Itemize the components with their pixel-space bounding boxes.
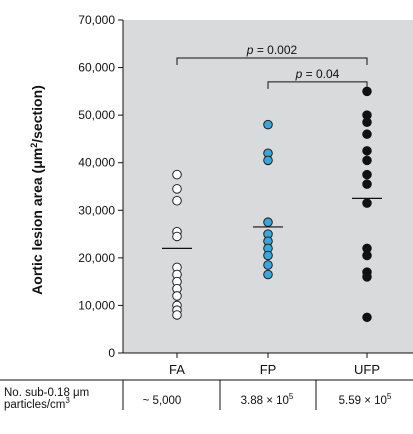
- data-point-ufp: [362, 312, 372, 323]
- data-point-ufp: [362, 117, 372, 128]
- y-ticks: 0 10,000 20,000 30,000 40,000 50,000 60,000 70,…: [78, 13, 123, 360]
- data-point-ufp: [362, 169, 372, 180]
- data-point-fp: [263, 260, 273, 270]
- y-tick-label: 60,000: [78, 61, 115, 75]
- y-tick-label: 70,000: [78, 13, 115, 27]
- table-cell-fp: 3.88 × 105: [241, 392, 294, 407]
- mean-lines: [162, 197, 382, 249]
- data-point-fp: [263, 250, 273, 261]
- data-point-fa: [172, 184, 182, 194]
- data-point-fa: [172, 231, 182, 242]
- y-tick-label: 30,000: [78, 203, 115, 217]
- data-point-ufp: [362, 272, 372, 282]
- data-point-ufp: [362, 250, 372, 261]
- data-point-fa: [172, 169, 182, 180]
- data-point-ufp: [362, 146, 372, 156]
- y-axis-label: Aortic lesion area (μm2/section): [29, 85, 45, 295]
- data-point-fa: [172, 196, 182, 206]
- data-point-ufp: [362, 179, 372, 189]
- y-tick-label: 0: [108, 346, 115, 360]
- data-point-ufp: [362, 198, 372, 208]
- significance-bracket: [267, 81, 368, 89]
- p-value-label: p = 0.002: [246, 43, 298, 57]
- data-point-fa: [172, 310, 182, 320]
- data-point-ufp: [362, 129, 372, 139]
- x-category-label: FP: [260, 362, 277, 377]
- table-cell-fa: ~ 5,000: [143, 395, 182, 407]
- table-header-line2: particles/cm3: [4, 396, 70, 411]
- data-points: [172, 86, 372, 323]
- y-tick-label: 50,000: [78, 108, 115, 122]
- y-tick-label: 20,000: [78, 251, 115, 265]
- annotations: p = 0.002 p = 0.04: [176, 43, 368, 89]
- table-cell-ufp: 5.59 × 105: [339, 392, 392, 407]
- data-point-fp: [263, 119, 273, 130]
- data-point-fa: [172, 291, 182, 301]
- x-category-label: UFP: [354, 362, 380, 377]
- particle-table: No. sub-0.18 μm particles/cm3 ~ 5,000 3.…: [0, 379, 413, 411]
- x-categories: FA FP UFP: [169, 353, 380, 377]
- table-header-line1: No. sub-0.18 μm: [4, 387, 89, 399]
- y-tick-label: 40,000: [78, 156, 115, 170]
- y-tick-label: 10,000: [78, 298, 115, 312]
- data-point-fp: [263, 155, 273, 166]
- significance-bracket: [176, 57, 368, 66]
- data-point-fp: [263, 217, 273, 227]
- data-point-ufp: [362, 155, 372, 166]
- data-point-ufp: [362, 86, 372, 97]
- data-point-fp: [263, 269, 273, 280]
- p-value-label: p = 0.04: [295, 67, 340, 81]
- x-category-label: FA: [169, 362, 185, 377]
